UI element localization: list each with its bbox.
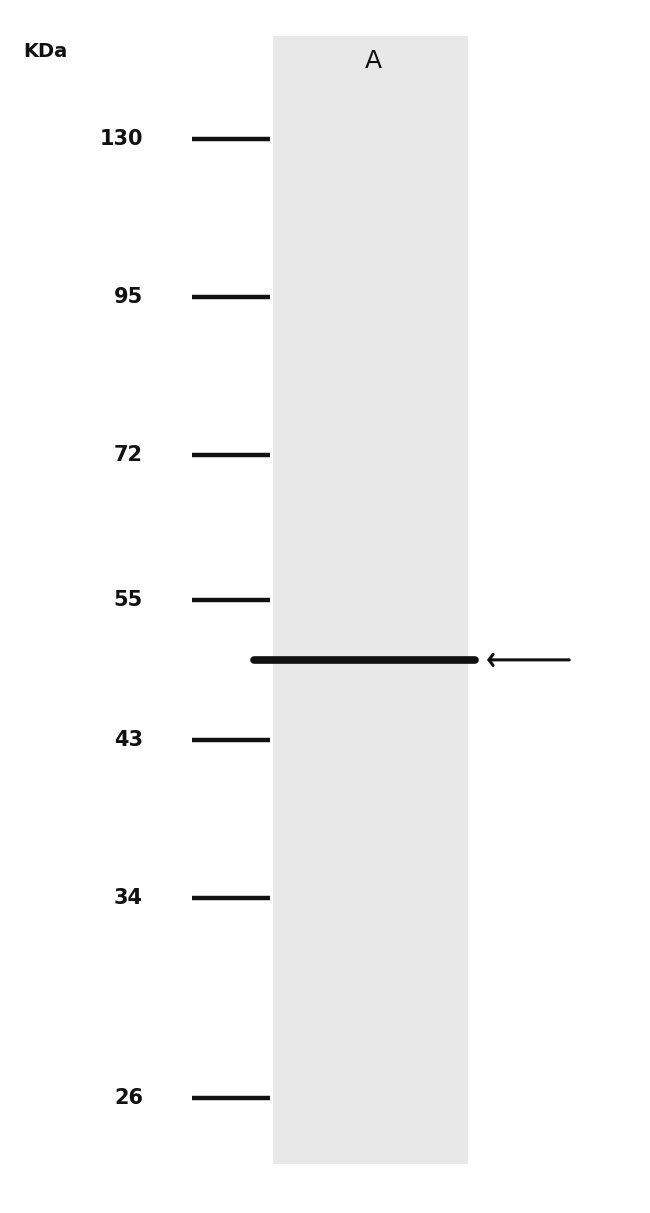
Text: 55: 55 [114,591,143,610]
Text: 34: 34 [114,888,143,907]
Text: 130: 130 [99,130,143,149]
Text: 26: 26 [114,1088,143,1107]
Text: KDa: KDa [23,42,68,62]
Text: 43: 43 [114,730,143,750]
Text: 95: 95 [114,287,143,307]
Bar [273,36,468,1164]
Text: 72: 72 [114,445,143,465]
Text: A: A [365,49,382,73]
